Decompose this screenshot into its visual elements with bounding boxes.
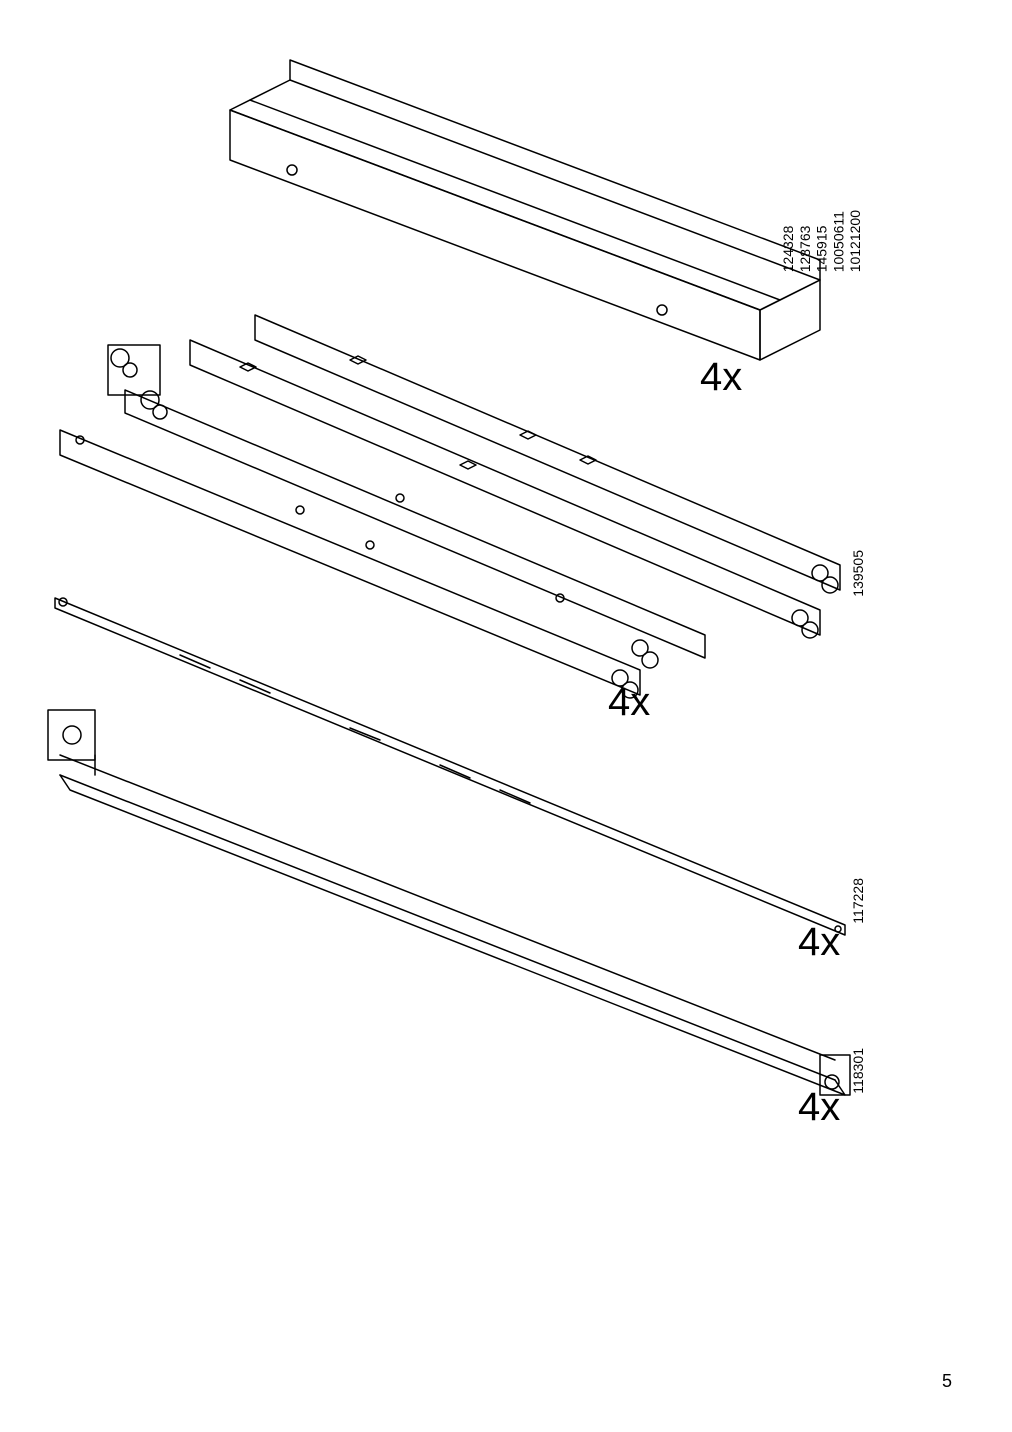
- part-thin-rail: [55, 598, 845, 935]
- part-code-u-channel: 118301: [850, 1048, 866, 1094]
- part-u-channel-rail: [48, 710, 850, 1095]
- qty-label-thin-rail: 4x: [798, 920, 840, 965]
- part-code-thin-rail: 117228: [850, 878, 866, 924]
- part-code-slide: 139505: [850, 550, 866, 597]
- qty-label-panel: 4x: [700, 355, 742, 400]
- page-number: 5: [942, 1371, 952, 1392]
- assembly-parts-page: 4x 4x 4x 4x 124328 128763 145915 1005061…: [0, 0, 1012, 1432]
- part-codes-panel: 124328 128763 145915 10050611 10121200: [780, 210, 864, 272]
- part-drawer-front-panel: [230, 60, 820, 360]
- parts-illustration: [0, 0, 1012, 1200]
- qty-label-u-channel: 4x: [798, 1085, 840, 1130]
- qty-label-slide: 4x: [608, 680, 650, 725]
